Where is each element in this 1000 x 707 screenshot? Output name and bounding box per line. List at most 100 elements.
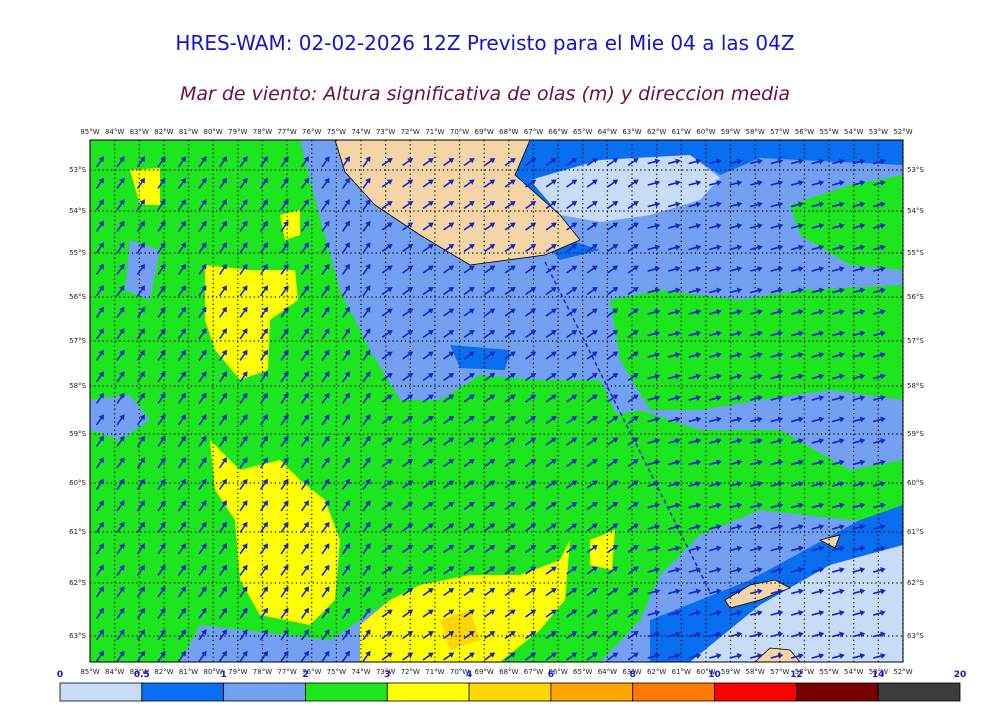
arrow [95, 220, 105, 232]
arrow [381, 157, 393, 167]
arrow [341, 263, 351, 275]
arrow [198, 500, 207, 512]
arrow [566, 286, 578, 296]
arrow-head [139, 242, 146, 249]
arrow [402, 652, 414, 661]
arrow-head [365, 263, 371, 270]
arrow-head [344, 285, 351, 292]
arrow-head [344, 371, 351, 378]
arrow-head [571, 523, 578, 529]
arrow-head [119, 500, 125, 507]
arrow-head [386, 179, 393, 185]
arrow-head [160, 285, 166, 292]
arrow [667, 244, 681, 251]
arrow-head [695, 287, 702, 294]
arrow-head [591, 587, 598, 594]
arrow-head [448, 630, 455, 637]
arrow-head [344, 435, 351, 442]
arrow [790, 524, 804, 530]
arrow-head [550, 609, 557, 615]
arrow [749, 352, 763, 358]
arrow [422, 243, 434, 253]
arrow-head [386, 329, 393, 336]
arrow [198, 285, 207, 297]
arrow [586, 587, 598, 597]
arrow-head [798, 481, 804, 487]
arrow [831, 244, 845, 251]
arrow-head [407, 501, 414, 508]
arrow-head [675, 330, 681, 337]
arrow-head [716, 481, 722, 487]
arrow [95, 543, 105, 555]
arrow-head [571, 179, 578, 185]
arrow-head [654, 201, 661, 208]
arrow-head [489, 609, 496, 615]
arrow [362, 650, 371, 662]
arrow-head [407, 265, 414, 271]
arrow [300, 263, 310, 275]
arrow-head [201, 349, 207, 356]
arrow-head [468, 501, 475, 508]
arrow [647, 201, 661, 208]
arrow [749, 416, 763, 423]
colorbar-label: 12 [790, 670, 803, 680]
arrow [443, 308, 455, 317]
arrow [504, 222, 516, 231]
arrow-head [180, 220, 187, 227]
arrow [627, 394, 639, 403]
arrow [525, 609, 537, 618]
arrow [607, 243, 619, 253]
arrow-head [344, 220, 351, 227]
arrow-head [859, 610, 866, 616]
arrow [525, 308, 537, 317]
arrow-head [324, 349, 330, 356]
arrow [607, 544, 619, 554]
arrow-head [736, 309, 743, 315]
arrow [157, 263, 166, 275]
arrow-head [880, 158, 886, 165]
arrow [300, 543, 310, 555]
arrow-head [386, 480, 393, 486]
arrow-head [591, 329, 598, 336]
arrow [362, 349, 371, 361]
arrow-head [324, 500, 330, 507]
arrow-head [139, 629, 146, 636]
arrow-head [427, 630, 434, 637]
arrow [259, 521, 269, 533]
arrow [95, 607, 105, 619]
arrow [381, 480, 393, 489]
arrow-head [736, 223, 743, 229]
arrow-head [675, 610, 681, 616]
arrow [770, 158, 784, 165]
arrow-head [386, 265, 393, 271]
arrow-head [839, 567, 845, 573]
lon-label: 83°W [130, 128, 149, 136]
arrow [300, 500, 310, 512]
arrow [443, 652, 455, 661]
arrow [607, 587, 619, 597]
arrow [852, 352, 866, 358]
arrow [607, 415, 619, 425]
arrow-head [386, 394, 393, 400]
arrow-head [221, 586, 228, 593]
arrow [627, 566, 639, 575]
arrow [545, 265, 557, 274]
arrow-head [654, 610, 661, 616]
arrow [607, 351, 619, 360]
arrow-head [324, 457, 330, 464]
colorbar-segment [877, 682, 961, 702]
arrow-head [632, 415, 639, 422]
arrow-head [365, 650, 371, 657]
lon-label: 61°W [672, 128, 691, 136]
arrow-head [98, 650, 105, 657]
arrow-head [262, 457, 269, 464]
arrow-head [386, 157, 393, 164]
arrow-head [880, 481, 886, 487]
arrow [525, 544, 537, 554]
arrow-head [139, 543, 146, 550]
arrow-head [386, 566, 393, 572]
arrow [667, 459, 681, 466]
arrow-head [283, 392, 289, 399]
arrow-head [468, 265, 475, 271]
arrow [422, 458, 434, 468]
